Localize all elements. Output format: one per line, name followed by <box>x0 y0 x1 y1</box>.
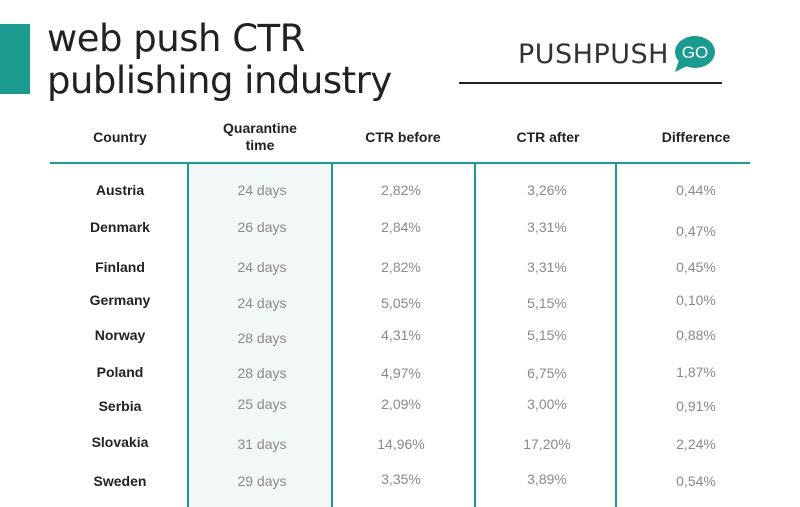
cell-difference: 0,44% <box>676 182 716 198</box>
cell-quarantine: 28 days <box>237 330 287 346</box>
pushpushgo-logo: PUSHPUSH GO <box>518 34 717 74</box>
column-divider <box>187 163 189 507</box>
speech-bubble-icon: GO <box>671 34 717 74</box>
cell-quarantine: 24 days <box>237 259 287 275</box>
cell-country: Germany <box>89 292 151 308</box>
cell-difference: 0,91% <box>676 398 716 414</box>
quarantine-column-band <box>189 163 331 507</box>
cell-country: Sweden <box>93 473 147 489</box>
page-title: web push CTR publishing industry <box>47 18 392 102</box>
header-difference: Difference <box>661 129 731 145</box>
cell-quarantine: 31 days <box>237 436 287 452</box>
cell-difference: 1,87% <box>676 364 716 380</box>
cell-ctr-before: 2,84% <box>381 219 421 235</box>
cell-ctr-after: 3,00% <box>527 396 567 412</box>
cell-country: Denmark <box>90 219 150 235</box>
cell-ctr-after: 3,89% <box>527 471 567 487</box>
cell-country: Slovakia <box>91 434 149 450</box>
cell-ctr-before: 14,96% <box>377 436 425 452</box>
cell-ctr-after: 3,26% <box>527 182 567 198</box>
logo-badge-text: GO <box>682 43 708 62</box>
cell-ctr-before: 5,05% <box>381 295 421 311</box>
cell-difference: 0,45% <box>676 259 716 275</box>
cell-ctr-after: 17,20% <box>523 436 571 452</box>
cell-quarantine: 25 days <box>237 396 287 412</box>
cell-quarantine: 26 days <box>237 219 287 235</box>
cell-country: Serbia <box>98 398 142 414</box>
cell-quarantine: 28 days <box>237 365 287 381</box>
cell-ctr-before: 3,35% <box>381 471 421 487</box>
cell-ctr-after: 5,15% <box>527 295 567 311</box>
column-divider <box>615 163 617 507</box>
cell-country: Norway <box>94 327 146 343</box>
accent-bar <box>0 24 30 94</box>
cell-country: Finland <box>95 259 145 275</box>
cell-difference: 0,54% <box>676 473 716 489</box>
header-ctr-after: CTR after <box>516 129 580 145</box>
cell-ctr-before: 4,97% <box>381 365 421 381</box>
header-country: Country <box>93 129 147 145</box>
logo-underline <box>459 82 722 84</box>
header-ctr-before: CTR before <box>365 129 441 145</box>
cell-quarantine: 24 days <box>237 295 287 311</box>
cell-ctr-after: 3,31% <box>527 259 567 275</box>
cell-difference: 0,88% <box>676 327 716 343</box>
cell-quarantine: 24 days <box>237 182 287 198</box>
cell-ctr-before: 2,09% <box>381 396 421 412</box>
cell-ctr-before: 2,82% <box>381 259 421 275</box>
title-line-2: publishing industry <box>47 59 392 102</box>
header-quarantine-time: Quarantine time <box>223 120 297 153</box>
column-divider <box>474 163 476 507</box>
cell-difference: 0,10% <box>676 292 716 308</box>
cell-quarantine: 29 days <box>237 473 287 489</box>
logo-text: PUSHPUSH <box>518 38 669 70</box>
cell-ctr-after: 6,75% <box>527 365 567 381</box>
cell-difference: 2,24% <box>676 436 716 452</box>
cell-ctr-before: 2,82% <box>381 182 421 198</box>
header-rule <box>50 162 750 164</box>
cell-ctr-after: 3,31% <box>527 219 567 235</box>
title-line-1: web push CTR <box>47 17 305 60</box>
cell-ctr-after: 5,15% <box>527 327 567 343</box>
cell-country: Poland <box>96 364 144 380</box>
cell-ctr-before: 4,31% <box>381 327 421 343</box>
cell-difference: 0,47% <box>676 223 716 239</box>
cell-country: Austria <box>95 182 145 198</box>
column-divider <box>331 163 333 507</box>
